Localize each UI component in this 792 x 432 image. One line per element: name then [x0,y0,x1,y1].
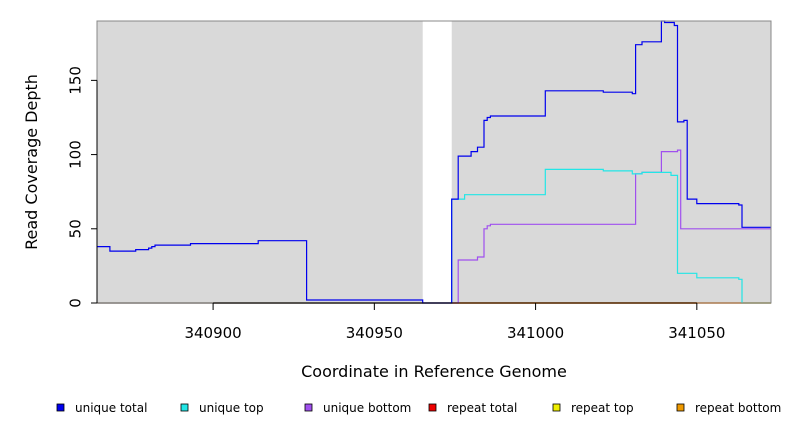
legend-label: repeat bottom [695,401,781,415]
y-axis: 0 50 100 150 [66,66,98,308]
y-tick-label: 150 [66,66,84,95]
legend-swatch [56,403,65,412]
x-tick-label: 340900 [184,324,241,342]
y-tick-label: 100 [66,140,84,169]
x-tick-label: 341000 [507,324,564,342]
legend-label: repeat top [571,401,634,415]
x-tick-label: 340950 [346,324,403,342]
legend-label: unique top [199,401,264,415]
gap-region [422,21,452,303]
y-axis-label: Read Coverage Depth [22,74,41,250]
series-line-unique-bottom [97,149,771,304]
y-tick-label: 0 [66,298,84,308]
legend-swatch [676,403,685,412]
x-axis-label: Coordinate in Reference Genome [301,362,567,381]
legend-swatch [180,403,189,412]
legend-swatch [428,403,437,412]
x-axis: 340900 340950 341000 341050 [184,302,725,342]
legend: unique total unique top unique bottom repea… [56,401,781,415]
legend-label: repeat total [447,401,517,415]
legend-label: unique bottom [323,401,411,415]
series-line-unique-top [97,168,771,304]
legend-swatch [552,403,561,412]
series-line-unique-total [97,20,771,304]
legend-label: unique total [75,401,147,415]
legend-swatch [304,403,313,412]
x-tick-label: 341050 [668,324,725,342]
y-tick-label: 50 [66,219,84,238]
